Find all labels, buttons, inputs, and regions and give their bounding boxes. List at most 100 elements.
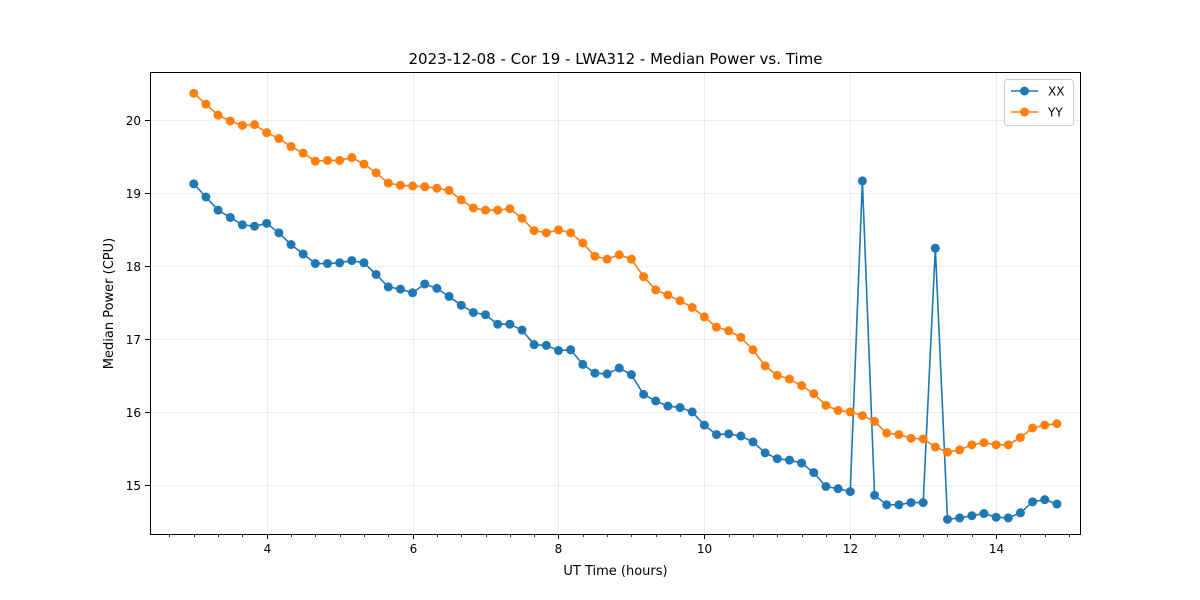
data-point-yy: [456, 195, 466, 205]
data-point-xx: [639, 389, 649, 399]
data-point-yy: [760, 361, 770, 371]
data-point-xx: [845, 487, 855, 497]
data-point-yy: [894, 430, 904, 440]
data-point-xx: [578, 359, 588, 369]
data-point-xx: [225, 212, 235, 222]
data-point-yy: [882, 428, 892, 438]
data-point-xx: [979, 509, 989, 519]
data-point-xx: [930, 243, 940, 253]
data-point-xx: [505, 319, 515, 329]
data-point-xx: [882, 500, 892, 510]
data-point-xx: [335, 258, 345, 268]
data-point-xx: [286, 240, 296, 250]
data-point-yy: [505, 204, 515, 214]
y-tick-label: 15: [126, 479, 141, 493]
data-point-yy: [420, 182, 430, 192]
data-point-yy: [724, 326, 734, 336]
data-point-yy: [991, 440, 1001, 450]
data-point-xx: [821, 481, 831, 491]
data-point-yy: [1015, 433, 1025, 443]
data-point-xx: [699, 420, 709, 430]
data-point-yy: [335, 155, 345, 165]
data-point-yy: [250, 120, 260, 130]
data-point-yy: [553, 225, 563, 235]
data-point-yy: [602, 254, 612, 264]
data-point-yy: [942, 447, 952, 457]
data-point-xx: [590, 368, 600, 378]
data-point-xx: [626, 370, 636, 380]
x-tick-label: 14: [989, 542, 1004, 556]
data-point-yy: [408, 181, 418, 191]
data-point-yy: [432, 183, 442, 193]
data-point-xx: [262, 218, 272, 228]
data-point-yy: [590, 251, 600, 261]
data-point-yy: [870, 416, 880, 426]
data-point-yy: [809, 389, 819, 399]
data-point-yy: [699, 312, 709, 322]
data-point-yy: [712, 322, 722, 332]
x-tick-label: 6: [410, 542, 418, 556]
x-tick-label: 4: [264, 542, 272, 556]
data-point-yy: [541, 228, 551, 238]
chart-title: 2023-12-08 - Cor 19 - LWA312 - Median Po…: [409, 50, 823, 68]
data-point-yy: [1052, 419, 1062, 429]
data-point-xx: [651, 396, 661, 406]
data-point-yy: [845, 407, 855, 417]
data-point-yy: [189, 88, 199, 98]
data-point-yy: [286, 142, 296, 152]
data-point-yy: [359, 159, 369, 169]
y-tick-label: 16: [126, 406, 141, 420]
data-point-xx: [310, 259, 320, 269]
data-point-xx: [347, 256, 357, 266]
y-tick-label: 18: [126, 260, 141, 274]
data-point-yy: [784, 374, 794, 384]
data-point-yy: [821, 400, 831, 410]
data-point-xx: [1028, 497, 1038, 507]
data-point-xx: [408, 288, 418, 298]
data-point-yy: [371, 168, 381, 178]
data-point-yy: [225, 116, 235, 126]
data-point-yy: [493, 205, 503, 215]
data-point-yy: [213, 110, 223, 120]
x-tick-label: 10: [697, 542, 712, 556]
data-point-yy: [675, 296, 685, 306]
data-point-xx: [918, 498, 928, 508]
data-point-yy: [298, 148, 308, 158]
data-point-xx: [432, 283, 442, 293]
data-point-yy: [517, 213, 527, 223]
data-point-yy: [651, 285, 661, 295]
data-point-xx: [213, 205, 223, 215]
legend-label-xx: XX: [1048, 85, 1064, 99]
data-point-xx: [614, 363, 624, 373]
data-point-xx: [602, 369, 612, 379]
data-point-xx: [359, 258, 369, 268]
data-point-xx: [967, 511, 977, 521]
data-point-xx: [663, 401, 673, 411]
data-point-xx: [553, 346, 563, 356]
data-point-yy: [967, 440, 977, 450]
data-point-xx: [784, 455, 794, 465]
y-tick-label: 19: [126, 187, 141, 201]
data-point-yy: [347, 153, 357, 163]
data-point-yy: [262, 128, 272, 138]
data-point-xx: [383, 282, 393, 292]
data-point-xx: [395, 284, 405, 294]
data-point-xx: [675, 403, 685, 413]
legend-marker-xx: [1020, 86, 1029, 96]
axis-ticks: 4 6 8 10 12 14 15 16 17 18 19 20: [126, 114, 1070, 556]
x-axis-label: UT Time (hours): [563, 564, 667, 579]
data-point-xx: [529, 340, 539, 350]
data-point-yy: [468, 203, 478, 213]
data-point-yy: [906, 433, 916, 443]
data-point-xx: [1052, 499, 1062, 509]
data-point-yy: [383, 178, 393, 188]
data-point-xx: [760, 448, 770, 458]
data-point-xx: [1015, 508, 1025, 518]
data-point-xx: [991, 512, 1001, 522]
data-point-xx: [797, 458, 807, 468]
data-point-yy: [395, 180, 405, 190]
data-point-xx: [566, 345, 576, 355]
data-point-xx: [517, 325, 527, 335]
data-point-yy: [663, 290, 673, 300]
